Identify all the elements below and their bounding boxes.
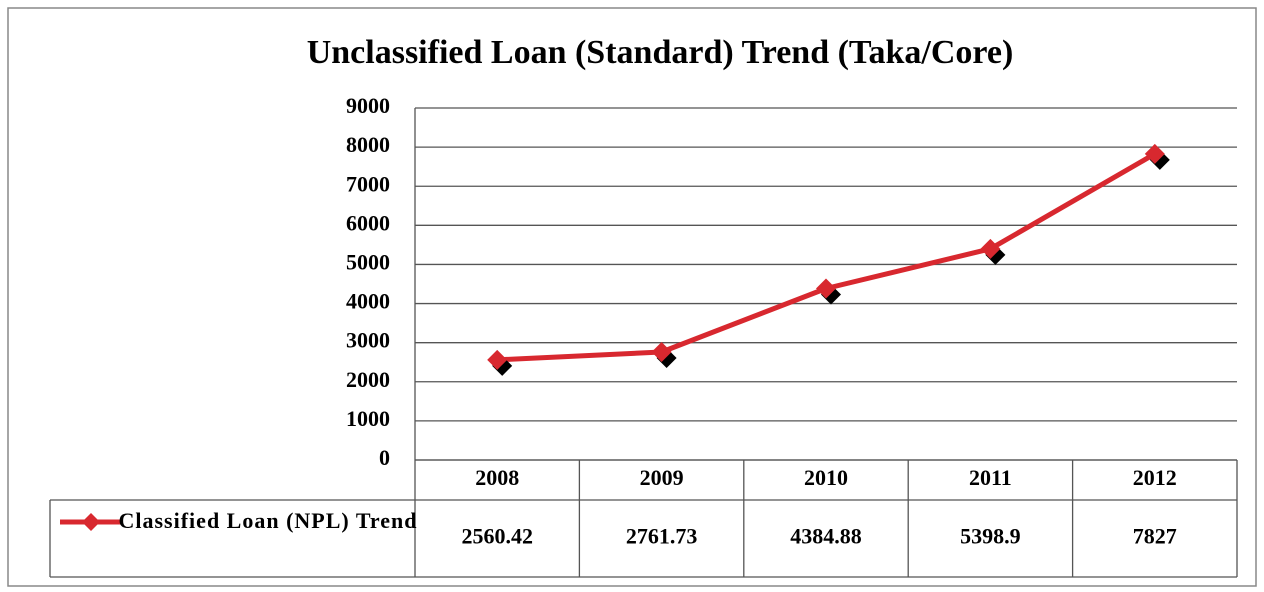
marker xyxy=(651,341,672,362)
x-tick-label: 2012 xyxy=(1133,465,1177,490)
table-value: 4384.88 xyxy=(790,524,862,549)
marker xyxy=(816,278,836,299)
table-value: 2761.73 xyxy=(626,524,698,549)
marker xyxy=(487,349,508,370)
chart-border xyxy=(7,7,1257,587)
x-tick-label: 2010 xyxy=(804,465,848,490)
y-tick-label: 9000 xyxy=(346,93,390,118)
y-tick-label: 8000 xyxy=(346,132,390,157)
y-tick-label: 3000 xyxy=(346,328,390,353)
legend-marker xyxy=(82,513,100,531)
y-tick-label: 6000 xyxy=(346,210,390,235)
y-tick-label: 0 xyxy=(379,445,390,470)
y-tick-label: 5000 xyxy=(346,249,390,274)
table-value: 2560.42 xyxy=(461,524,533,549)
y-tick-label: 4000 xyxy=(346,289,390,314)
y-tick-label: 1000 xyxy=(346,406,390,431)
marker xyxy=(980,238,1001,259)
x-tick-label: 2008 xyxy=(475,465,519,490)
chart-title: Unclassified Loan (Standard) Trend (Taka… xyxy=(307,34,1014,71)
y-tick-label: 2000 xyxy=(346,367,390,392)
marker xyxy=(1144,143,1165,164)
y-tick-label: 7000 xyxy=(346,171,390,196)
table-value: 7827 xyxy=(1133,524,1177,549)
x-tick-label: 2009 xyxy=(640,465,684,490)
table-value: 5398.9 xyxy=(960,524,1021,549)
x-tick-label: 2011 xyxy=(969,465,1012,490)
legend-label: Classified Loan (NPL) Trend xyxy=(118,508,418,533)
